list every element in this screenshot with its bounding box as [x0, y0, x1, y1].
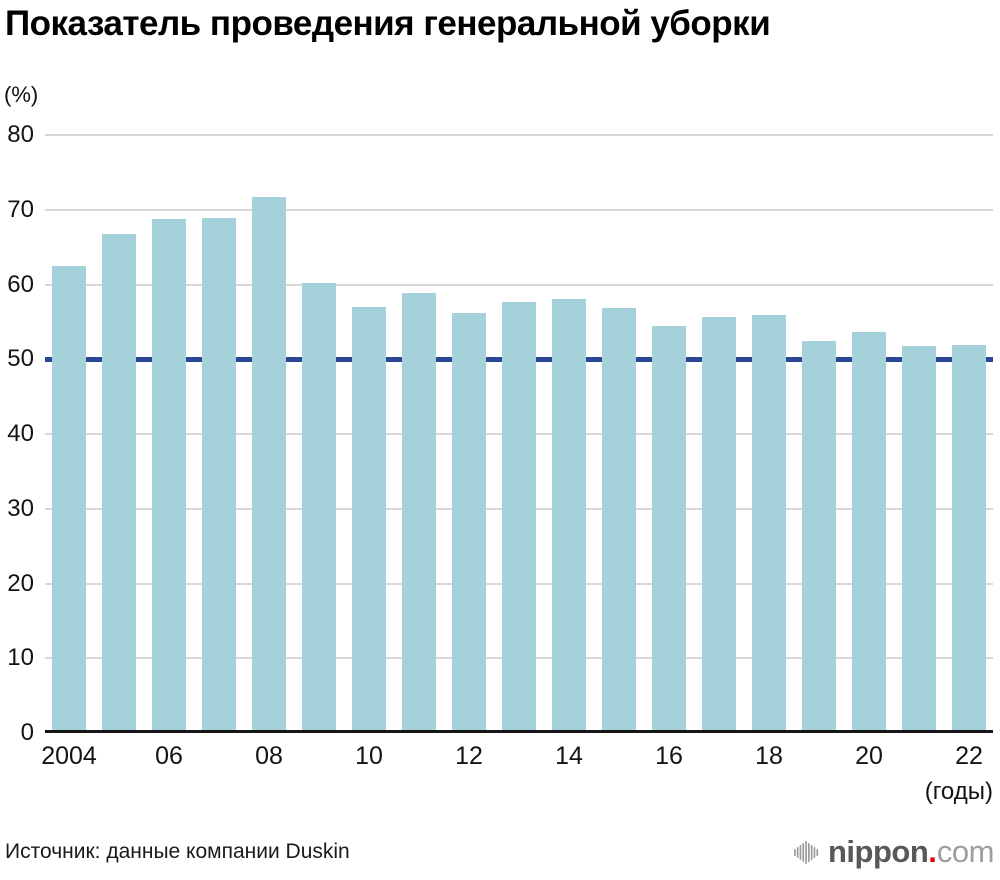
bar-2005 [102, 234, 136, 733]
y-tick-label-70: 70 [7, 195, 34, 223]
x-tick-label-08: 08 [255, 742, 283, 770]
x-tick-label-18: 18 [755, 742, 783, 770]
bar-2011 [402, 293, 436, 733]
bar-2022 [952, 345, 986, 733]
page-title: Показатель проведения генеральной уборки [5, 4, 771, 43]
x-tick-label-16: 16 [655, 742, 683, 770]
bar-2010 [352, 307, 386, 733]
bar-2013 [502, 302, 536, 733]
x-tick-label-22: 22 [955, 742, 983, 770]
x-axis-unit-label: (годы) [924, 778, 993, 805]
y-tick-label-40: 40 [7, 420, 34, 447]
bar-2016 [652, 326, 686, 733]
bar-2017 [702, 317, 736, 733]
gridline-70 [45, 208, 993, 211]
bar-2007 [202, 218, 236, 733]
y-tick-label-20: 20 [7, 569, 34, 597]
y-tick-label-50: 50 [7, 345, 34, 373]
x-axis-tick-labels: 2004 06 08 10 12 14 16 18 20 22 [41, 741, 993, 773]
bar-2009 [302, 283, 336, 733]
x-tick-label-10: 10 [355, 742, 383, 770]
x-tick-label-14: 14 [555, 742, 583, 770]
y-tick-label-30: 30 [7, 494, 34, 522]
logo-text-nippon: nippon [828, 834, 929, 869]
y-tick-label-60: 60 [7, 270, 34, 298]
bar-2019 [802, 341, 836, 733]
bar-2012 [452, 313, 486, 733]
bar-2004 [52, 266, 86, 733]
bar-2008 [252, 197, 286, 733]
chart-plot-area [45, 134, 993, 733]
y-axis-unit-label: (%) [4, 82, 39, 107]
bar-2015 [602, 308, 636, 733]
y-tick-label-0: 0 [20, 719, 34, 746]
x-tick-label-20: 20 [855, 742, 883, 770]
x-tick-label-2004: 2004 [41, 742, 97, 770]
gridline-60 [45, 283, 993, 286]
y-tick-label-80: 80 [7, 121, 34, 148]
y-tick-label-10: 10 [7, 644, 34, 672]
nippon-logo: nippon. com [793, 834, 995, 870]
x-axis-line [45, 730, 993, 733]
logo-text-com: com [936, 834, 995, 869]
y-axis-tick-labels: 0 10 20 30 40 50 60 70 80 [0, 123, 34, 745]
bar-2006 [152, 219, 186, 733]
audio-wave-icon [794, 840, 819, 864]
x-tick-label-12: 12 [455, 742, 483, 770]
source-note: Источник: данные компании Duskin [5, 840, 350, 863]
gridline-80 [45, 134, 993, 136]
bar-2018 [752, 315, 786, 733]
logo-dot: . [928, 834, 937, 869]
x-tick-label-06: 06 [155, 742, 183, 770]
bar-2021 [902, 346, 936, 733]
bar-2020 [852, 332, 886, 733]
bar-2014 [552, 299, 586, 733]
